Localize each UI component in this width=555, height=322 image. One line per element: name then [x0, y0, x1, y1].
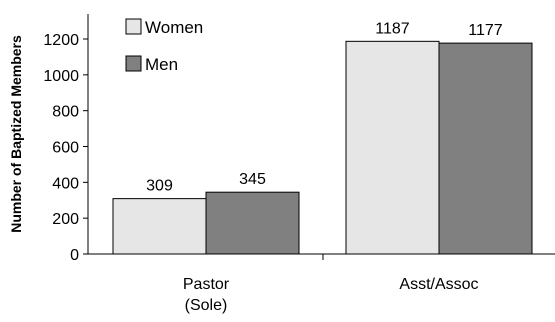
bar-women	[112, 198, 207, 255]
data-label: 1177	[468, 22, 503, 39]
bar-women	[345, 40, 440, 255]
y-tick-label: 1200	[43, 32, 79, 49]
y-tick-label: 200	[52, 211, 79, 228]
y-tick-label: 1000	[43, 68, 79, 85]
y-tick-label: 600	[52, 140, 79, 157]
bar-men	[438, 42, 533, 255]
category-label: Pastor	[183, 276, 230, 293]
plot-area: 0 200 400 600 800 1000 1200 309 345 Pastor (Sole) 1…	[43, 14, 555, 314]
y-tick-label: 400	[52, 175, 79, 192]
y-axis-label: Number of Baptized Members	[8, 35, 24, 233]
data-label: 345	[239, 171, 266, 188]
category-label: (Sole)	[185, 297, 228, 314]
data-label: 1187	[375, 20, 410, 37]
legend-label-men: Men	[145, 55, 178, 74]
legend: Women Men	[125, 18, 203, 74]
data-label: 309	[146, 178, 173, 195]
category-label: Asst/Assoc	[399, 276, 478, 293]
legend-swatch-men	[125, 55, 142, 72]
legend-label-women: Women	[145, 18, 203, 37]
bar-men	[205, 191, 300, 255]
legend-swatch-women	[125, 18, 142, 35]
y-tick-label: 0	[70, 247, 79, 264]
y-tick-label: 800	[52, 104, 79, 121]
